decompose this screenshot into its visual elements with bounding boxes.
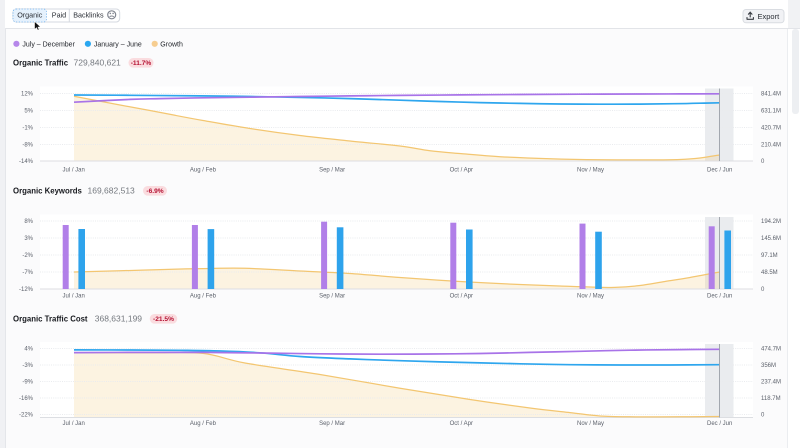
svg-text:118.7M: 118.7M — [761, 396, 781, 402]
svg-text:Sep / Mar: Sep / Mar — [319, 421, 345, 427]
svg-text:Oct / Apr: Oct / Apr — [450, 421, 473, 427]
svg-text:631.1M: 631.1M — [761, 109, 781, 115]
svg-text:-3%: -3% — [22, 363, 33, 369]
svg-text:Jul / Jan: Jul / Jan — [63, 421, 85, 427]
svg-text:Export: Export — [758, 12, 781, 21]
svg-text:Jul / Jan: Jul / Jan — [63, 168, 85, 174]
svg-text:Aug / Feb: Aug / Feb — [190, 168, 217, 174]
svg-text:356M: 356M — [761, 363, 776, 369]
svg-text:-21.5%: -21.5% — [153, 316, 174, 323]
svg-text:January – June: January – June — [94, 41, 142, 48]
svg-text:5%: 5% — [24, 109, 33, 115]
svg-text:Aug / Feb: Aug / Feb — [190, 421, 217, 427]
svg-text:-12%: -12% — [19, 287, 34, 293]
svg-text:Oct / Apr: Oct / Apr — [450, 168, 473, 174]
svg-text:210.4M: 210.4M — [761, 143, 781, 149]
svg-text:Sep / Mar: Sep / Mar — [319, 294, 345, 300]
svg-text:Dec / Jun: Dec / Jun — [707, 294, 732, 300]
svg-text:July – December: July – December — [22, 41, 75, 48]
svg-text:Oct / Apr: Oct / Apr — [450, 294, 473, 300]
svg-text:97.1M: 97.1M — [761, 253, 778, 259]
svg-text:Nov / May: Nov / May — [577, 294, 604, 300]
svg-text:237.4M: 237.4M — [761, 380, 781, 386]
svg-text:Organic: Organic — [17, 11, 43, 20]
svg-text:Organic Traffic: Organic Traffic — [13, 59, 69, 68]
svg-text:Dec / Jun: Dec / Jun — [707, 421, 732, 427]
svg-text:-2%: -2% — [22, 253, 33, 259]
svg-text:-11.7%: -11.7% — [131, 60, 152, 67]
svg-text:-22%: -22% — [19, 413, 34, 419]
svg-text:0: 0 — [761, 287, 765, 293]
svg-text:Growth: Growth — [160, 41, 183, 48]
svg-text:-14%: -14% — [19, 159, 34, 165]
svg-text:Jul / Jan: Jul / Jan — [63, 294, 85, 300]
svg-text:4%: 4% — [24, 347, 33, 353]
svg-text:-6.9%: -6.9% — [146, 188, 163, 195]
svg-text:Sep / Mar: Sep / Mar — [319, 168, 345, 174]
svg-text:-9%: -9% — [22, 380, 33, 386]
svg-text:-16%: -16% — [19, 396, 34, 402]
svg-text:-8%: -8% — [22, 143, 33, 149]
svg-text:-1%: -1% — [22, 126, 33, 132]
svg-text:841.4M: 841.4M — [761, 92, 781, 98]
svg-text:Dec / Jun: Dec / Jun — [707, 168, 732, 174]
svg-text:169,682,513: 169,682,513 — [88, 186, 136, 196]
svg-text:3%: 3% — [24, 236, 33, 242]
svg-text:194.2M: 194.2M — [761, 219, 781, 225]
svg-text:Nov / May: Nov / May — [577, 421, 604, 427]
svg-text:-7%: -7% — [22, 270, 33, 276]
svg-text:8%: 8% — [24, 219, 33, 225]
svg-text:145.6M: 145.6M — [761, 236, 781, 242]
svg-text:474.7M: 474.7M — [761, 347, 781, 353]
svg-text:729,840,621: 729,840,621 — [74, 58, 122, 68]
svg-text:Backlinks: Backlinks — [73, 11, 104, 20]
svg-text:12%: 12% — [21, 92, 34, 98]
svg-text:48.5M: 48.5M — [761, 270, 778, 276]
svg-text:Paid: Paid — [52, 11, 66, 20]
svg-text:Organic Traffic Cost: Organic Traffic Cost — [13, 315, 88, 324]
svg-text:0: 0 — [761, 159, 765, 165]
svg-text:Organic Keywords: Organic Keywords — [13, 187, 83, 196]
svg-text:368,631,199: 368,631,199 — [95, 314, 143, 324]
svg-text:Aug / Feb: Aug / Feb — [190, 294, 217, 300]
svg-text:420.7M: 420.7M — [761, 126, 781, 132]
svg-text:Nov / May: Nov / May — [577, 168, 604, 174]
svg-text:0: 0 — [761, 413, 765, 419]
